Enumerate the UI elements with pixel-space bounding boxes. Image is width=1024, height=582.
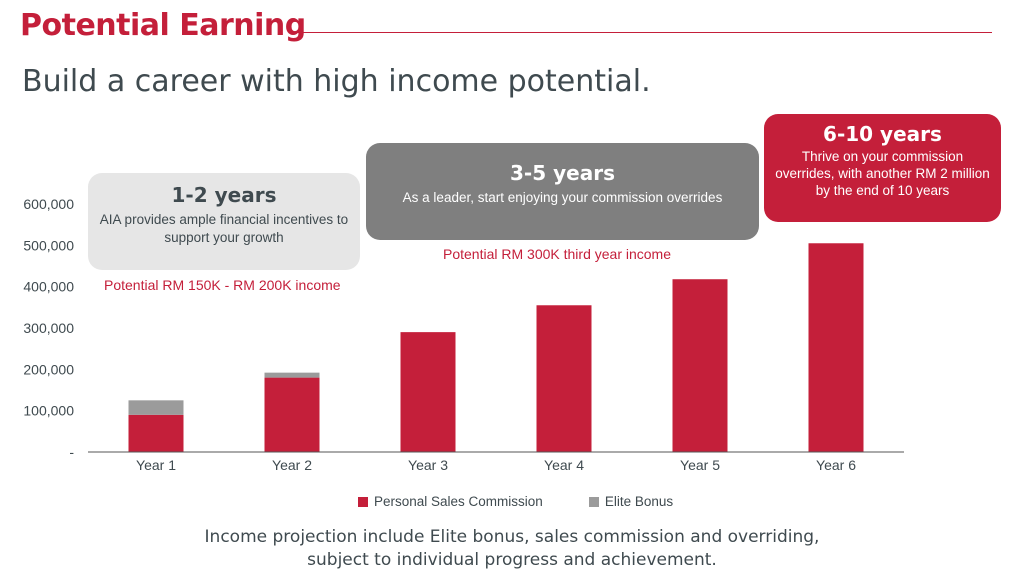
footnote-line-2: subject to individual progress and achie… [307, 550, 717, 570]
bar-personal-sales-commission [536, 305, 592, 452]
callout-title: 6-10 years [823, 122, 942, 146]
callout-1-2-years: 1-2 years AIA provides ample financial i… [88, 173, 360, 270]
bar-elite-bonus [128, 400, 184, 415]
bar-personal-sales-commission [264, 377, 320, 452]
y-tick-label: 500,000 [23, 237, 74, 253]
x-tick-label: Year 1 [136, 457, 176, 473]
legend-item-elite-bonus: Elite Bonus [588, 494, 674, 509]
footnote: Income projection include Elite bonus, s… [0, 526, 1024, 572]
bar-personal-sales-commission [128, 414, 184, 452]
callout-text: Thrive on your commission overrides, wit… [775, 149, 990, 198]
bar-personal-sales-commission [672, 279, 728, 452]
callout-title: 3-5 years [510, 161, 615, 185]
footnote-line-1: Income projection include Elite bonus, s… [204, 527, 820, 547]
bar-personal-sales-commission [808, 243, 864, 452]
x-tick-label: Year 3 [408, 457, 448, 473]
x-tick-label: Year 2 [272, 457, 312, 473]
legend-item-commission: Personal Sales Commission [358, 494, 543, 509]
legend-label: Personal Sales Commission [374, 494, 543, 509]
bar-elite-bonus [264, 372, 320, 378]
chart-legend: Personal Sales Commission Elite Bonus [358, 494, 719, 509]
callout-3-5-years: 3-5 years As a leader, start enjoying yo… [366, 143, 759, 240]
y-tick-label: 600,000 [23, 196, 74, 212]
callout-text: AIA provides ample financial incentives … [99, 212, 349, 245]
y-tick-label: 200,000 [23, 361, 74, 377]
potential-income-note-1: Potential RM 150K - RM 200K income [104, 277, 341, 293]
y-tick-label: 100,000 [23, 403, 74, 419]
bar-personal-sales-commission [400, 332, 456, 452]
title-rule [296, 32, 992, 33]
legend-swatch [358, 496, 368, 507]
x-tick-label: Year 5 [680, 457, 720, 473]
callout-6-10-years: 6-10 years Thrive on your commission ove… [764, 114, 1001, 222]
y-tick-label: 400,000 [23, 279, 74, 295]
page-subtitle: Build a career with high income potentia… [22, 64, 651, 99]
callout-title: 1-2 years [171, 183, 277, 207]
legend-swatch [588, 496, 599, 507]
potential-income-note-2: Potential RM 300K third year income [443, 246, 671, 262]
x-tick-label: Year 4 [544, 457, 584, 473]
callout-text: As a leader, start enjoying your commiss… [402, 190, 723, 205]
page-title: Potential Earning [20, 8, 306, 43]
x-tick-label: Year 6 [816, 457, 856, 473]
y-tick-label: 300,000 [23, 320, 74, 336]
legend-label: Elite Bonus [604, 494, 674, 509]
y-tick-label: - [69, 444, 74, 460]
